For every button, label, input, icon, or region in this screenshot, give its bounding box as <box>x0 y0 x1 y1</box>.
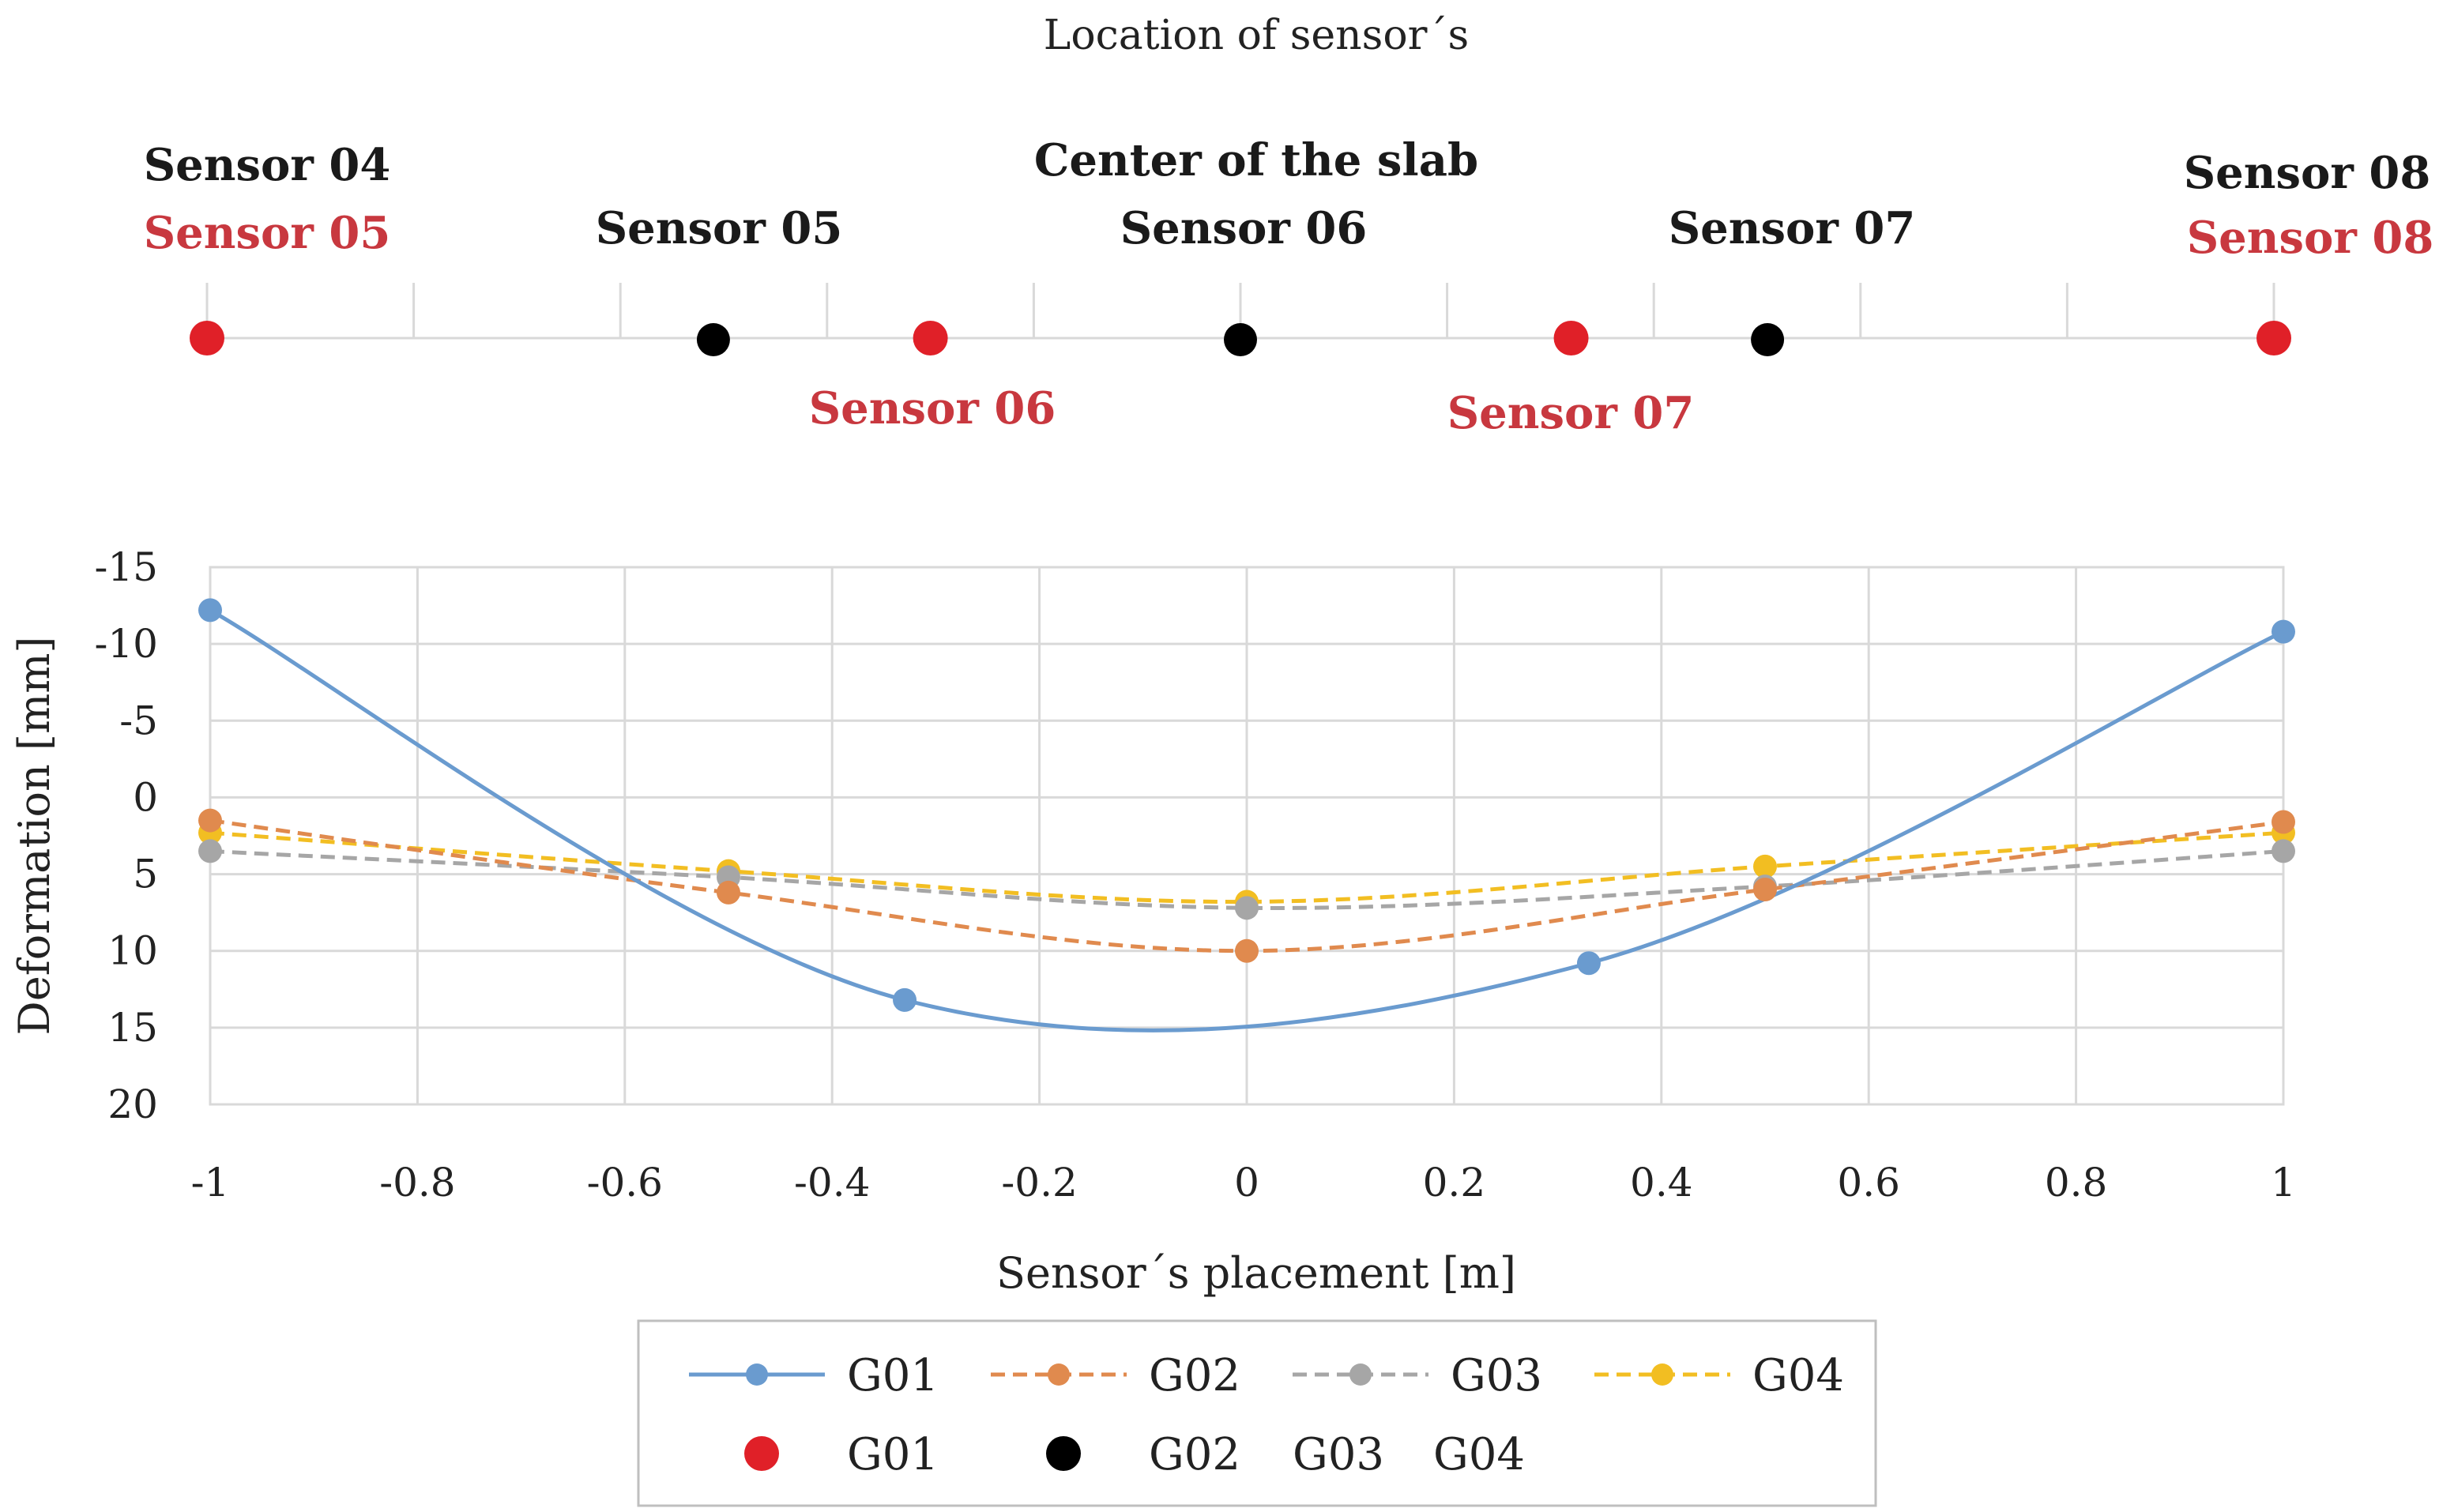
sensor-marker-red <box>190 321 224 355</box>
data-point-g02 <box>1753 878 1777 901</box>
data-point-g03 <box>2272 839 2295 863</box>
x-tick-label: 0.8 <box>2045 1160 2108 1205</box>
y-axis-title: Deformation [mm] <box>9 637 59 1036</box>
legend-label-g02: G02 <box>1149 1350 1240 1401</box>
data-point-g02 <box>198 808 222 833</box>
y-tick-label: 10 <box>107 928 158 974</box>
legend-marker-label-g03: G03 <box>1293 1429 1384 1480</box>
legend-label-g01: G01 <box>847 1350 939 1401</box>
data-point-g02 <box>1235 938 1259 963</box>
legend-marker-label-g04: G04 <box>1433 1429 1525 1480</box>
series-line-g01 <box>209 608 2285 1032</box>
deformation-chart: -15 -10 -5 0 5 10 15 20 -1 -0.8 -0.6 -0.4 -0.2 0 0.2 0… <box>94 544 2295 1205</box>
legend-box <box>637 1319 1877 1507</box>
data-point-g04 <box>1753 854 1777 878</box>
x-tick-label: -0.4 <box>794 1160 870 1205</box>
legend-marker-label-g02: G02 <box>1149 1429 1240 1480</box>
sensor-marker-red <box>913 321 948 355</box>
y-tick-label: -15 <box>94 544 158 590</box>
legend-swatch-point-g02 <box>1048 1363 1070 1386</box>
y-tick-labels: -15 -10 -5 0 5 10 15 20 <box>94 544 158 1127</box>
y-tick-label: -10 <box>94 621 158 667</box>
legend-label-g04: G04 <box>1752 1350 1844 1401</box>
vertical-gridlines <box>209 567 2285 1104</box>
sensor-label-07-red: Sensor 07 <box>1447 387 1695 439</box>
sensor-label-08-black: Sensor 08 <box>2184 147 2431 199</box>
data-point-g01 <box>2272 619 2295 644</box>
data-point-g01 <box>893 987 917 1012</box>
legend-marker-entries: G01 G02 G03 G04 <box>744 1429 1525 1480</box>
y-tick-label: 15 <box>107 1005 158 1051</box>
x-tick-label: 1 <box>2271 1160 2296 1205</box>
sensor-marker-black <box>1751 323 1785 356</box>
sensor-marker-red <box>1553 321 1589 355</box>
legend-line-entries: G01 G02 G03 G04 <box>689 1350 1844 1401</box>
x-tick-label: -0.2 <box>1001 1160 1077 1205</box>
sensor-baseline-ticks <box>205 283 2275 338</box>
y-tick-label: -5 <box>119 698 158 743</box>
x-tick-label: 0.6 <box>1837 1160 1900 1205</box>
series-points <box>198 598 2295 1012</box>
sensor-label-08-red: Sensor 08 <box>2187 212 2434 264</box>
data-point-g01 <box>198 598 222 622</box>
series-line-g04 <box>209 830 2284 905</box>
legend-swatch-point-g04 <box>1651 1363 1673 1386</box>
data-point-g02 <box>717 880 740 905</box>
x-tick-label: 0.4 <box>1630 1160 1693 1205</box>
x-tick-label: -0.8 <box>379 1160 455 1205</box>
data-point-g03 <box>1235 896 1259 920</box>
sensor-label-05-red: Sensor 05 <box>144 207 391 259</box>
figure-title: Location of sensor´s <box>1044 12 1469 59</box>
legend: G01 G02 G03 G04 G01 G02 G03 G04 <box>637 1319 1877 1507</box>
x-tick-label: -0.6 <box>587 1160 663 1205</box>
sensor-location-diagram: Sensor 04 Sensor 05 Sensor 05 Center of … <box>144 134 2434 439</box>
x-tick-label: 0.2 <box>1423 1160 1486 1205</box>
legend-swatch-point-g03 <box>1349 1363 1372 1386</box>
sensor-markers <box>190 321 2291 356</box>
x-tick-label: 0 <box>1234 1160 1259 1205</box>
sensor-marker-red <box>2256 321 2291 355</box>
legend-label-g03: G03 <box>1451 1350 1542 1401</box>
sensor-marker-black <box>696 323 730 356</box>
data-point-g03 <box>198 839 222 863</box>
x-axis-title: Sensor´s placement [m] <box>996 1248 1516 1298</box>
sensor-label-04: Sensor 04 <box>144 139 391 191</box>
legend-swatch-point-g01 <box>746 1363 768 1386</box>
sensor-label-06-black: Sensor 06 <box>1120 202 1368 254</box>
sensor-label-06-red: Sensor 06 <box>809 382 1056 434</box>
data-point-g02 <box>2272 810 2295 834</box>
legend-marker-g02 <box>1046 1436 1081 1471</box>
sensor-label-07-black: Sensor 07 <box>1669 202 1916 254</box>
y-tick-label: 20 <box>107 1081 158 1127</box>
x-tick-labels: -1 -0.8 -0.6 -0.4 -0.2 0 0.2 0.4 0.6 0.8 1 <box>191 1160 2296 1205</box>
sensor-marker-black <box>1224 323 1257 356</box>
legend-marker-g01 <box>744 1436 779 1471</box>
center-of-slab-label: Center of the slab <box>1034 134 1478 186</box>
y-tick-label: 0 <box>133 774 158 820</box>
y-tick-label: 5 <box>133 852 158 897</box>
data-point-g01 <box>1576 951 1601 976</box>
sensor-label-05-black: Sensor 05 <box>596 202 843 254</box>
legend-marker-label-g01: G01 <box>847 1429 939 1480</box>
x-tick-label: -1 <box>191 1160 230 1205</box>
